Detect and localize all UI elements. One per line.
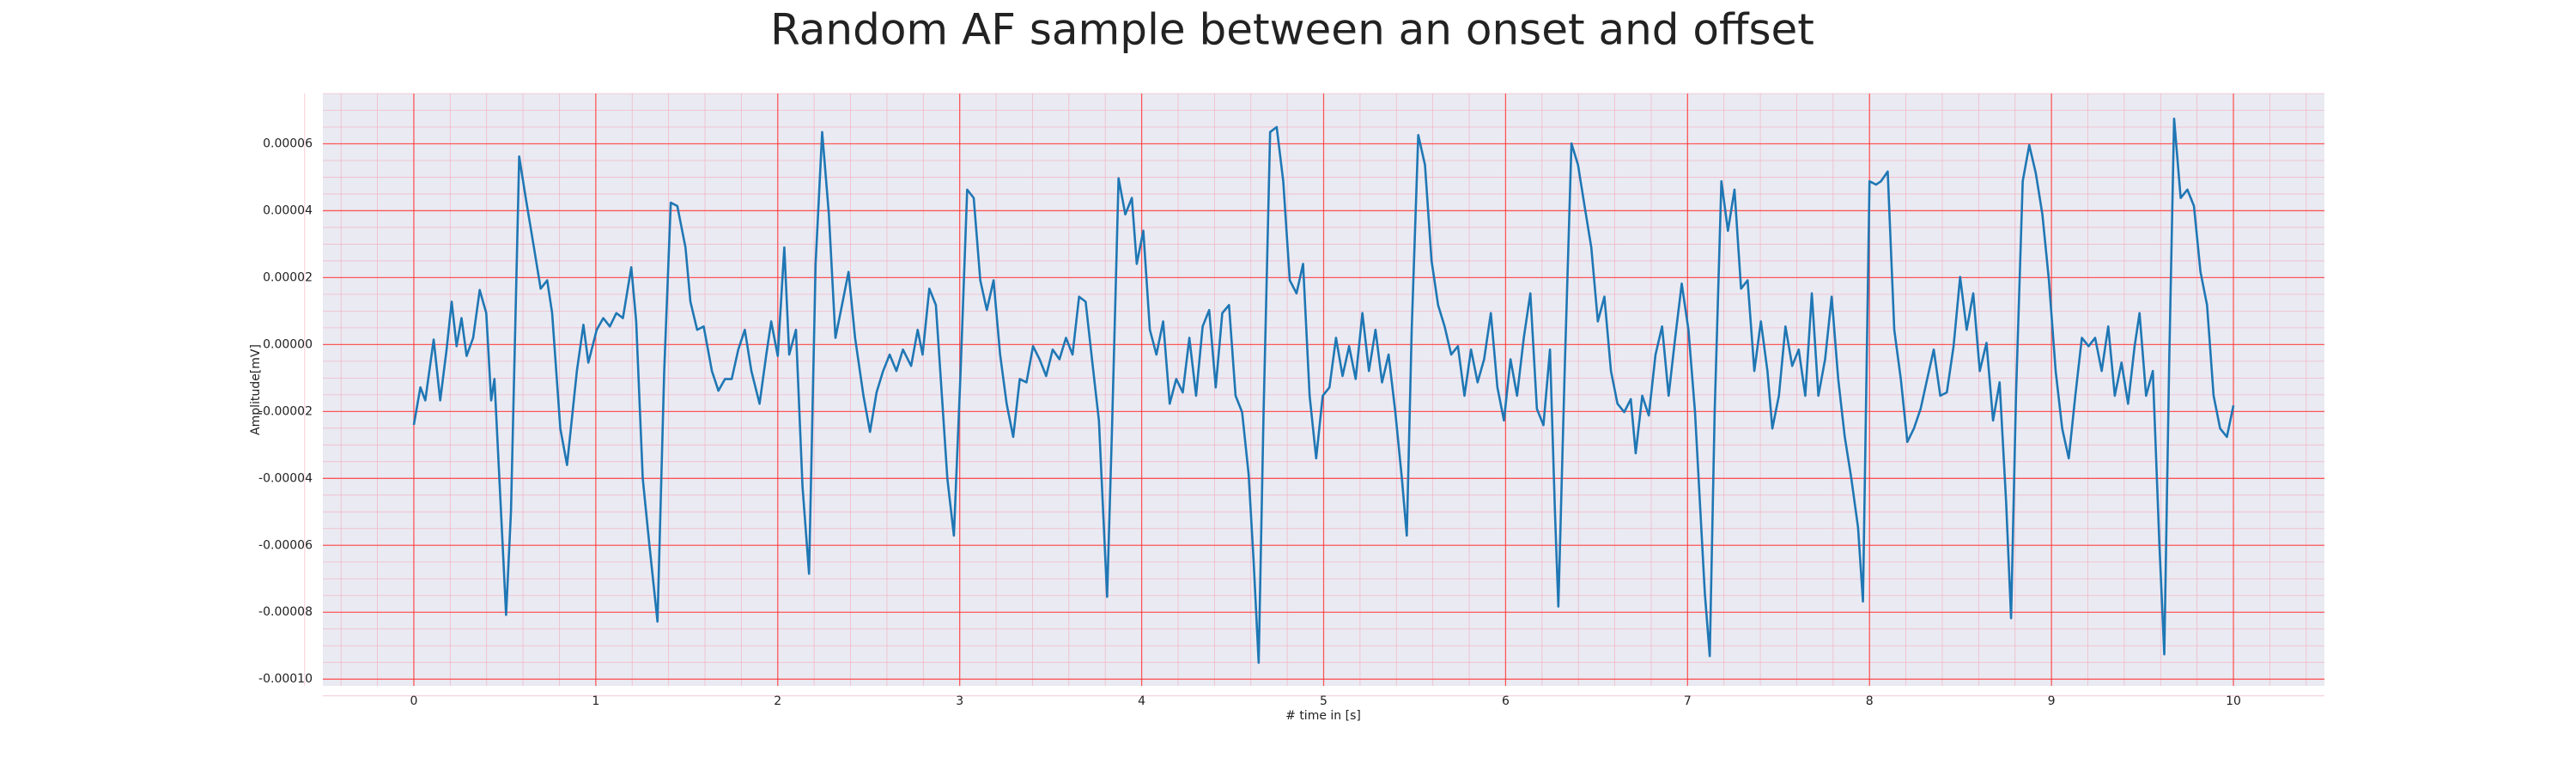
- y-tick-label: 0.00006: [263, 136, 313, 150]
- chart-title: Random AF sample between an onset and of…: [770, 5, 1814, 55]
- x-tick-label: 4: [1138, 694, 1145, 708]
- x-tick-label: 10: [2226, 694, 2241, 708]
- y-tick-label: -0.00004: [258, 471, 313, 485]
- x-tick-label: 0: [410, 694, 417, 708]
- x-tick-label: 8: [1866, 694, 1874, 708]
- grid: [304, 93, 2324, 697]
- x-tick-label: 5: [1320, 694, 1327, 708]
- y-tick-label: 0.00002: [263, 270, 313, 284]
- x-tick-label: 3: [956, 694, 963, 708]
- y-tick-label: -0.00006: [258, 538, 313, 552]
- x-tick-label: 6: [1502, 694, 1510, 708]
- x-tick-label: 2: [774, 694, 781, 708]
- y-axis-label: Amplitude[mV]: [249, 344, 263, 435]
- x-tick-label: 7: [1684, 694, 1692, 708]
- labels: 0 1 2 3 4 5 6 7 8 9 10 -0.00010 -0.00008 -0.00006 -0.0…: [258, 136, 2241, 708]
- x-tick-label: 9: [2048, 694, 2056, 708]
- x-axis-label: # time in [s]: [1285, 709, 1361, 723]
- x-tick-label: 1: [592, 694, 599, 708]
- marks: [412, 117, 2235, 664]
- line-series: [412, 117, 2235, 664]
- y-tick-label: -0.00010: [258, 672, 313, 686]
- y-tick-label: -0.00002: [258, 404, 313, 418]
- y-tick-label: -0.00008: [258, 605, 313, 619]
- y-tick-label: 0.00004: [263, 203, 313, 217]
- y-tick-label: 0.00000: [263, 337, 313, 351]
